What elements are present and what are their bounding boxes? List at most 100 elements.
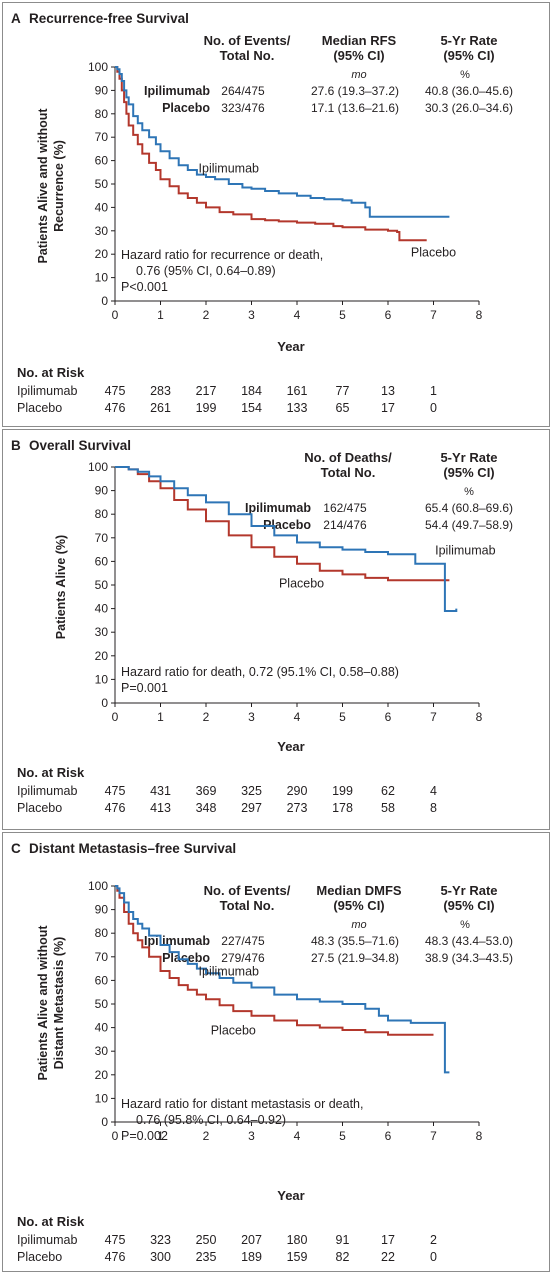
- table-row-placebo-rate: 54.4 (49.7–58.9): [425, 518, 513, 532]
- table-header-rate-line1: 5-Yr Rate: [440, 450, 497, 465]
- risk-value-placebo: 0: [430, 1250, 437, 1264]
- y-tick-label: 80: [95, 507, 109, 521]
- risk-row-placebo-group: Placebo: [17, 401, 62, 415]
- y-tick-label: 20: [95, 1068, 109, 1082]
- y-tick-label: 10: [95, 672, 109, 686]
- risk-value-ipilimumab: 369: [196, 784, 217, 798]
- risk-value-placebo: 273: [287, 801, 308, 815]
- risk-table-title: No. at Risk: [17, 365, 85, 380]
- x-tick-label: 3: [248, 710, 255, 724]
- risk-value-ipilimumab: 250: [196, 1233, 217, 1247]
- table-row-placebo-group: Placebo: [162, 951, 210, 965]
- risk-value-placebo: 261: [150, 401, 171, 415]
- x-tick-label: 8: [476, 710, 483, 724]
- y-tick-label: 0: [101, 1115, 108, 1129]
- table-header-events-line2: Total No.: [220, 898, 275, 913]
- chart-axes: 0 10 20 30 40 50 60 70 80 90 100 0 1 2 3 4 5 6 7 8: [88, 60, 483, 322]
- x-axis-label: Year: [277, 739, 304, 754]
- risk-value-ipilimumab: 290: [287, 784, 308, 798]
- chart-distant-metastasis-free-survival: C Distant Metastasis–free Survival No. o…: [11, 841, 513, 1264]
- table-row-placebo-median: 17.1 (13.6–21.6): [311, 101, 399, 115]
- y-tick-label: 40: [95, 200, 109, 214]
- table-row-placebo-rate: 30.3 (26.0–34.6): [425, 101, 513, 115]
- risk-row-ipilimumab-group: Ipilimumab: [17, 384, 77, 398]
- table-header-events-line1: No. of Events/: [204, 883, 291, 898]
- table-row-ipilimumab-events: 162/475: [323, 501, 367, 515]
- x-tick-label: 8: [476, 308, 483, 322]
- table-header-rate-line1: 5-Yr Rate: [440, 33, 497, 48]
- table-unit-median: mo: [351, 919, 366, 931]
- x-tick-label: 0: [112, 710, 119, 724]
- y-tick-label: 60: [95, 973, 109, 987]
- table-row-ipilimumab-median: 27.6 (19.3–37.2): [311, 84, 399, 98]
- x-tick-label: 5: [339, 1129, 346, 1143]
- risk-value-ipilimumab: 184: [241, 384, 262, 398]
- risk-value-placebo: 154: [241, 401, 262, 415]
- x-tick-label: 6: [385, 710, 392, 724]
- table-row-ipilimumab-events: 227/475: [221, 934, 265, 948]
- table-header-deaths-line2: Total No.: [321, 465, 376, 480]
- table-unit-median: mo: [351, 69, 366, 81]
- risk-row-placebo-group: Placebo: [17, 801, 62, 815]
- chart-axes: 0 10 20 30 40 50 60 70 80 90 100 0 1 2 3 4 5 6 7 8: [88, 460, 483, 724]
- chart-overall-survival: B Overall Survival No. of Deaths/ Total …: [11, 438, 513, 815]
- annotation-line2: P=0.001: [121, 681, 168, 695]
- table-row-ipilimumab-rate: 65.4 (60.8–69.6): [425, 501, 513, 515]
- risk-value-placebo: 22: [381, 1250, 395, 1264]
- risk-value-ipilimumab: 431: [150, 784, 171, 798]
- y-tick-label: 50: [95, 578, 109, 592]
- y-tick-label: 0: [101, 696, 108, 710]
- x-tick-label: 2: [203, 1129, 210, 1143]
- table-row-placebo-group: Placebo: [162, 101, 210, 115]
- y-axis-label-line1: Patients Alive and without: [36, 925, 50, 1081]
- y-tick-label: 90: [95, 83, 109, 97]
- chart-title: Recurrence-free Survival: [29, 11, 189, 26]
- risk-value-placebo: 476: [105, 801, 126, 815]
- risk-table-values: 475 283 217 184 161 77 13 1 476 261 199 154 133 65 17 0: [105, 384, 437, 415]
- y-tick-label: 80: [95, 107, 109, 121]
- table-header-median-line2: (95% CI): [333, 898, 384, 913]
- table-row-placebo-events: 323/476: [221, 101, 265, 115]
- risk-value-ipilimumab: 13: [381, 384, 395, 398]
- y-tick-label: 70: [95, 531, 109, 545]
- y-tick-label: 90: [95, 903, 109, 917]
- y-tick-label: 60: [95, 154, 109, 168]
- panel-distant-metastasis-free-survival: C Distant Metastasis–free Survival No. o…: [2, 832, 550, 1272]
- x-tick-label: 6: [385, 308, 392, 322]
- risk-value-placebo: 189: [241, 1250, 262, 1264]
- series-line-ipilimumab: [115, 466, 458, 612]
- risk-value-placebo: 178: [332, 801, 353, 815]
- annotation-line1: Hazard ratio for distant metastasis or d…: [121, 1097, 363, 1111]
- chart-title: Distant Metastasis–free Survival: [29, 841, 236, 856]
- risk-value-placebo: 0: [430, 401, 437, 415]
- chart-title: Overall Survival: [29, 438, 131, 453]
- x-tick-label: 0: [112, 1129, 119, 1143]
- table-unit-rate: %: [464, 486, 474, 498]
- risk-value-placebo: 235: [196, 1250, 217, 1264]
- series-line-ipilimumab: [115, 66, 450, 218]
- curve-label-placebo: Placebo: [279, 576, 324, 590]
- y-tick-label: 10: [95, 271, 109, 285]
- panel-recurrence-free-survival: A Recurrence-free Survival No. of Events…: [2, 2, 550, 427]
- table-header-rate-line2: (95% CI): [443, 465, 494, 480]
- y-tick-label: 0: [101, 294, 108, 308]
- y-tick-label: 90: [95, 484, 109, 498]
- panel-letter: C: [11, 841, 21, 856]
- y-tick-label: 100: [88, 879, 108, 893]
- chart-recurrence-free-survival: A Recurrence-free Survival No. of Events…: [11, 11, 513, 415]
- table-header-events-line1: No. of Events/: [204, 33, 291, 48]
- risk-value-placebo: 159: [287, 1250, 308, 1264]
- y-tick-label: 50: [95, 177, 109, 191]
- risk-value-placebo: 8: [430, 801, 437, 815]
- risk-value-ipilimumab: 475: [105, 384, 126, 398]
- table-row-placebo-events: 279/476: [221, 951, 265, 965]
- curve-label-ipilimumab: Ipilimumab: [199, 965, 259, 979]
- risk-value-ipilimumab: 199: [332, 784, 353, 798]
- table-unit-rate: %: [460, 919, 470, 931]
- table-row-ipilimumab-group: Ipilimumab: [144, 84, 210, 98]
- y-tick-label: 80: [95, 926, 109, 940]
- risk-row-ipilimumab-group: Ipilimumab: [17, 1233, 77, 1247]
